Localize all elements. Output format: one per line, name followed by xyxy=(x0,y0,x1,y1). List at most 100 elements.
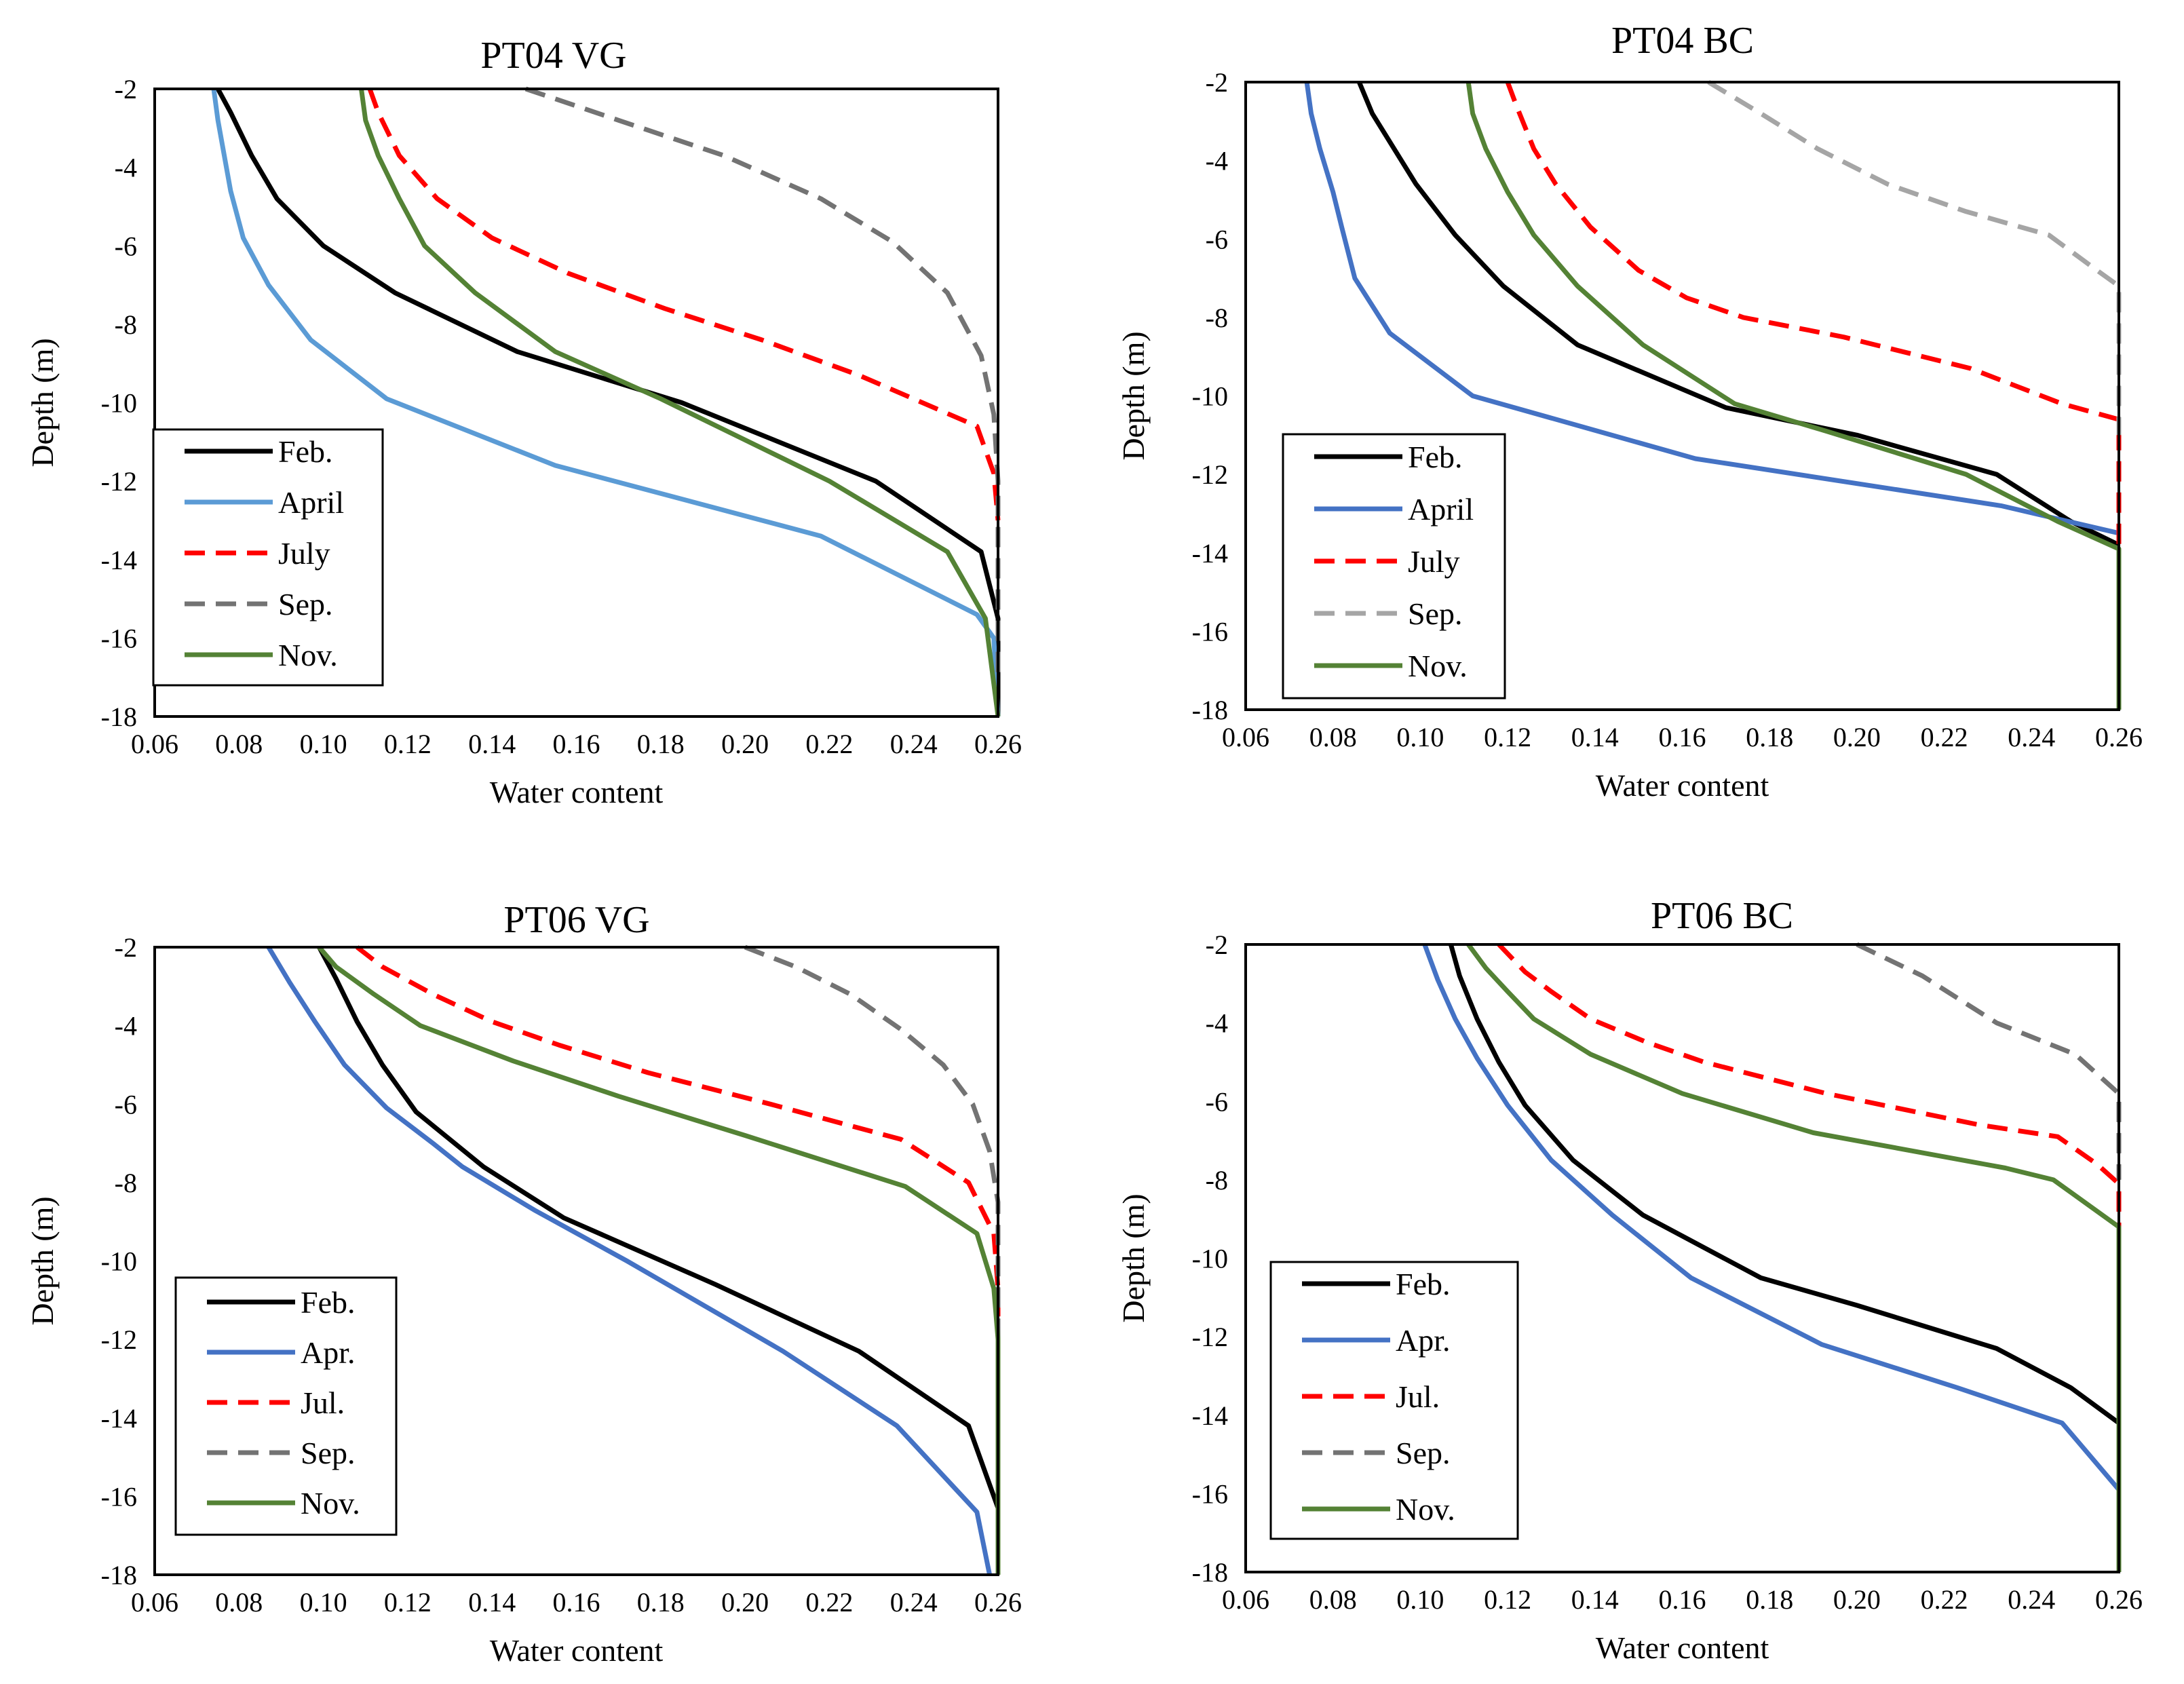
y-tick-label: -12 xyxy=(1192,1322,1228,1352)
x-axis-label: Water content xyxy=(490,775,664,809)
x-tick-label: 0.14 xyxy=(1571,722,1619,752)
series-line-april xyxy=(211,88,1001,717)
y-tick-label: -8 xyxy=(1206,1165,1228,1195)
y-tick-label: -12 xyxy=(101,1324,137,1355)
y-tick-label: -2 xyxy=(1206,930,1228,960)
legend-label: Sep. xyxy=(1408,596,1463,631)
y-axis-label: Depth (m) xyxy=(25,338,60,467)
x-tick-label: 0.06 xyxy=(131,729,178,759)
x-tick-label: 0.18 xyxy=(637,1587,685,1618)
series-line-feb xyxy=(216,88,1001,716)
chart-title: PT06 VG xyxy=(503,899,649,941)
y-tick-label: -8 xyxy=(115,309,137,340)
chart-panel-3: PT06 VG 0.06 0.08 0.10 0.12 0.14 0.16 0.18 0.20 0… xyxy=(25,899,1022,1668)
x-tick-label: 0.16 xyxy=(553,1587,600,1618)
legend: Feb. Apr. Jul. Sep. Nov. xyxy=(174,1276,398,1536)
y-tick-label: -2 xyxy=(115,932,137,963)
y-tick-label: -10 xyxy=(1192,1244,1228,1274)
legend-label: Nov. xyxy=(278,638,338,672)
x-tick-label: 0.06 xyxy=(131,1587,178,1618)
x-tick-label: 0.08 xyxy=(1309,722,1357,752)
y-tick-label: -18 xyxy=(101,702,137,732)
series-line-nov xyxy=(359,88,1001,717)
x-tick-label: 0.16 xyxy=(553,729,600,759)
x-tick-label: 0.14 xyxy=(1571,1584,1619,1615)
y-tick-label: -12 xyxy=(1192,459,1228,490)
x-tick-label: 0.12 xyxy=(384,729,432,759)
legend-box xyxy=(152,428,384,687)
legend-label: Feb. xyxy=(278,434,333,469)
y-tick-label: -10 xyxy=(1192,381,1228,412)
legend-box xyxy=(174,1276,398,1536)
legend-box xyxy=(1282,433,1506,700)
series-line-apr xyxy=(266,946,993,1575)
y-tick-label: -8 xyxy=(115,1168,137,1198)
y-tick-label: -14 xyxy=(101,545,137,575)
y-tick-label: -16 xyxy=(101,1481,137,1512)
series-line-nov xyxy=(1465,81,2122,710)
x-tick-label: 0.14 xyxy=(468,1587,516,1618)
series-line-sep xyxy=(524,86,1001,678)
legend-label: Jul. xyxy=(301,1385,345,1420)
legend-label: Feb. xyxy=(1396,1267,1451,1301)
y-tick-label: -4 xyxy=(1206,146,1228,176)
x-tick-label: 0.24 xyxy=(2008,722,2055,752)
x-tick-label: 0.10 xyxy=(300,1587,347,1618)
legend-label: Feb. xyxy=(301,1285,356,1320)
series-line-sep xyxy=(744,944,1001,1340)
y-tick-label: -14 xyxy=(1192,1400,1228,1431)
x-tick-label: 0.10 xyxy=(1396,1584,1444,1615)
legend-label: July xyxy=(278,536,330,571)
series-line-sep xyxy=(1856,942,2122,1180)
x-tick-label: 0.16 xyxy=(1659,1584,1706,1615)
x-tick-label: 0.22 xyxy=(1921,1584,1968,1615)
y-tick-label: -10 xyxy=(101,388,137,419)
series-line-april xyxy=(1304,81,2120,536)
legend-label: Nov. xyxy=(1408,649,1468,683)
plot-area-frame xyxy=(153,946,999,1576)
legend-label: Apr. xyxy=(1396,1323,1451,1358)
legend-label: April xyxy=(1408,492,1474,527)
chart-title: PT04 VG xyxy=(480,35,626,77)
plot-area-frame xyxy=(1244,943,2120,1573)
chart-title: PT06 BC xyxy=(1651,895,1793,937)
series-line-sep xyxy=(1707,79,2122,436)
series-line-jul xyxy=(356,945,1001,1340)
x-tick-label: 0.14 xyxy=(468,729,516,759)
legend-label: Nov. xyxy=(301,1486,360,1520)
series-line-july xyxy=(1505,81,2122,553)
y-tick-label: -6 xyxy=(115,1089,137,1120)
x-tick-label: 0.10 xyxy=(1396,722,1444,752)
y-tick-label: -14 xyxy=(1192,538,1228,569)
legend-label: Sep. xyxy=(301,1436,356,1470)
y-tick-label: -16 xyxy=(1192,1478,1228,1509)
x-tick-label: 0.06 xyxy=(1222,722,1269,752)
x-tick-label: 0.12 xyxy=(1484,722,1531,752)
chart-panel-2: PT04 BC 0.06 0.08 0.10 0.12 0.14 0.16 0.18 0.20 0… xyxy=(1116,20,2143,803)
x-tick-label: 0.18 xyxy=(637,729,685,759)
x-tick-label: 0.20 xyxy=(1833,1584,1881,1615)
chart-panel-4: PT06 BC 0.06 0.08 0.10 0.12 0.14 0.16 0.18 0.20 0… xyxy=(1116,895,2143,1665)
x-tick-label: 0.18 xyxy=(1746,722,1793,752)
x-tick-label: 0.12 xyxy=(384,1587,432,1618)
legend-label: Nov. xyxy=(1396,1492,1455,1527)
legend-label: Sep. xyxy=(1396,1436,1451,1470)
y-axis-label: Depth (m) xyxy=(1116,1193,1151,1322)
series-line-nov xyxy=(1466,942,2122,1572)
plot-area-frame xyxy=(153,88,999,718)
series-line-feb xyxy=(317,946,1001,1575)
x-tick-label: 0.20 xyxy=(721,1587,769,1618)
y-tick-label: -18 xyxy=(1192,1557,1228,1588)
x-tick-label: 0.10 xyxy=(300,729,347,759)
x-tick-label: 0.24 xyxy=(890,1587,938,1618)
x-tick-label: 0.20 xyxy=(1833,722,1881,752)
legend-box xyxy=(1269,1261,1519,1540)
x-tick-label: 0.18 xyxy=(1746,1584,1793,1615)
legend-label: Sep. xyxy=(278,587,333,621)
x-tick-label: 0.26 xyxy=(2095,722,2143,752)
chart-panel-1: PT04 VG 0.06 0.08 0.10 0.12 0.14 0.16 0.18 0.20 0… xyxy=(25,35,1022,809)
y-tick-label: -4 xyxy=(115,153,137,183)
y-axis-label: Depth (m) xyxy=(1116,331,1151,460)
y-tick-label: -16 xyxy=(101,623,137,653)
legend-label: Apr. xyxy=(301,1335,356,1370)
